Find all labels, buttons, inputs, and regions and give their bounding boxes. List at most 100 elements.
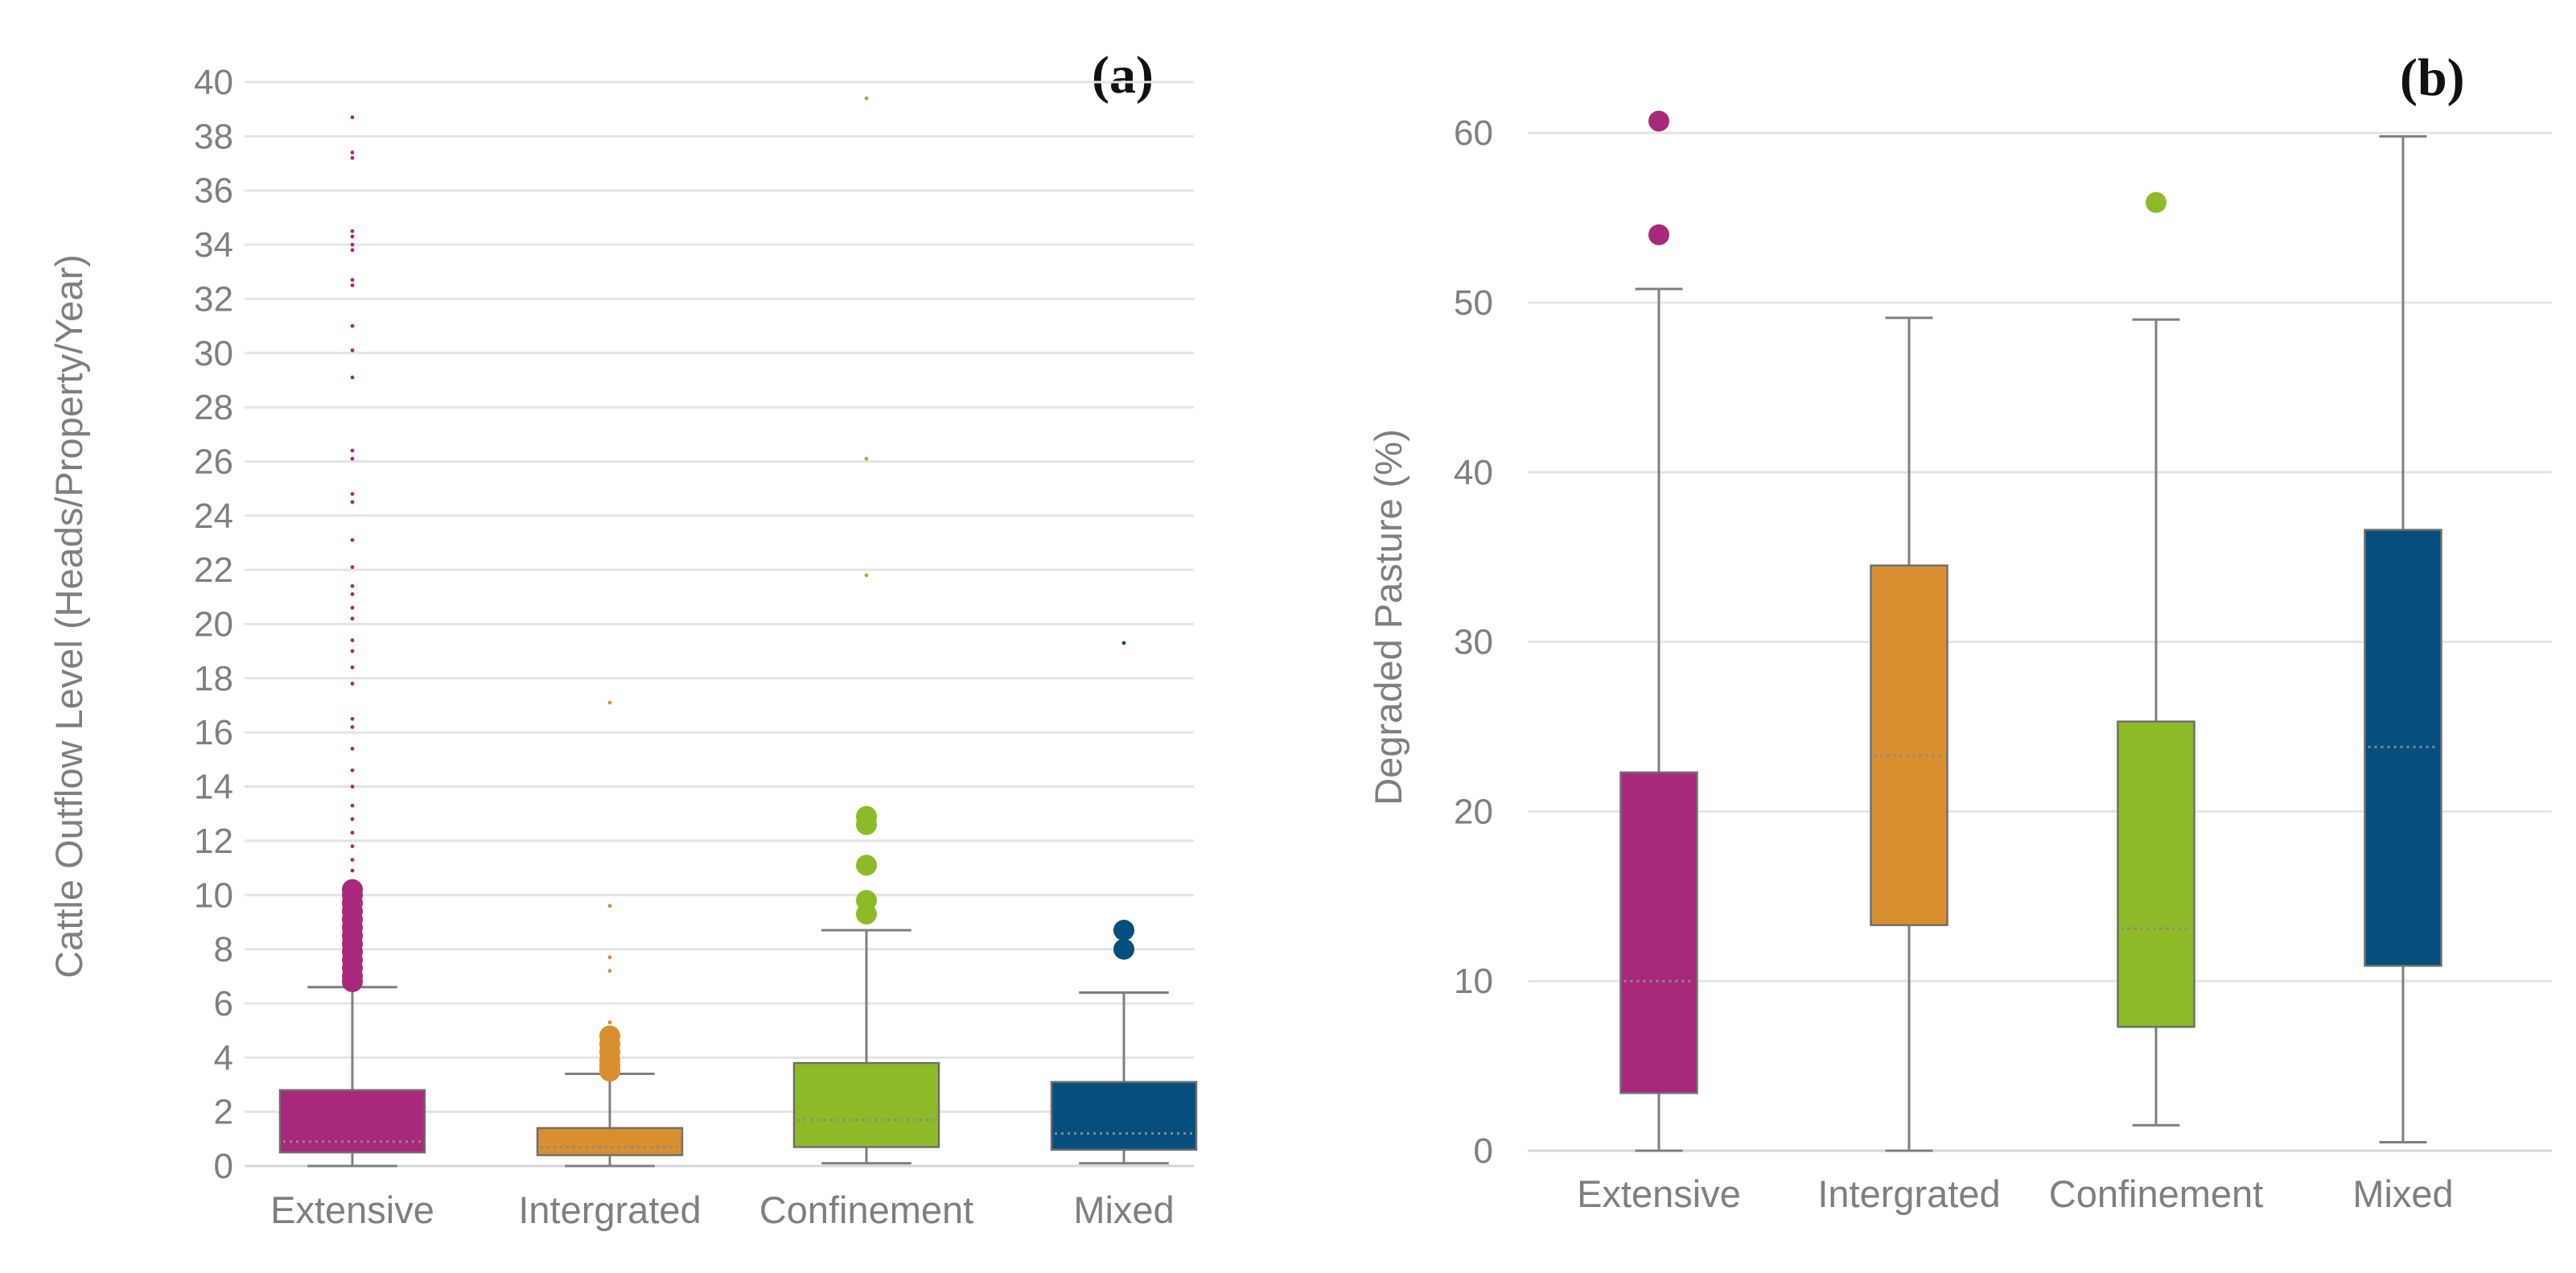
panel-a-outlier-small-extensive xyxy=(350,242,355,247)
panel-b-y-tick-label: 20 xyxy=(1454,792,1493,831)
panel-a-box-confinement xyxy=(792,1061,940,1148)
panel-b-box-extensive xyxy=(1619,771,1698,1094)
panel-a-outlier-small-extensive xyxy=(350,880,355,884)
panel-a-outlier-confinement xyxy=(856,889,877,911)
panel-a-outlier-small-extensive xyxy=(350,830,355,835)
panel-a-y-tick-label: 28 xyxy=(194,388,233,427)
panel-a-category-label-mixed: Mixed xyxy=(1073,1189,1174,1231)
panel-a-y-tick-label: 4 xyxy=(214,1038,233,1077)
panel-a-outlier-small-confinement xyxy=(864,96,869,101)
panel-a-outlier-small-intergrated xyxy=(607,1020,612,1024)
panel-b-y-tick-label: 40 xyxy=(1454,453,1493,492)
panel-b-label: (b) xyxy=(2400,48,2465,107)
panel-a-outlier-small-extensive xyxy=(350,858,355,862)
panel-a-outlier-small-intergrated xyxy=(607,969,612,973)
panel-b-category-label-confinement: Confinement xyxy=(2049,1172,2264,1215)
panel-b-y-tick-label: 0 xyxy=(1474,1131,1493,1171)
panel-b-y-tick-label: 10 xyxy=(1454,962,1493,1001)
panel-a-y-tick-label: 34 xyxy=(194,225,233,265)
panel-a-outlier-small-extensive xyxy=(350,115,355,120)
panel-a-outlier-small-intergrated xyxy=(607,904,612,908)
panel-a-y-tick-label: 2 xyxy=(214,1093,233,1132)
panel-a-y-tick-label: 20 xyxy=(194,605,233,645)
panel-a-outlier-small-extensive xyxy=(350,375,355,380)
panel-a-outlier-small-extensive xyxy=(350,150,355,154)
panel-a-outlier-small-extensive xyxy=(350,492,355,496)
panel-a-y-tick-label: 26 xyxy=(194,442,233,481)
panel-b-y-axis-label: Degraded Pasture (%) xyxy=(1367,429,1409,805)
panel-b-outlier-extensive xyxy=(1648,224,1669,245)
panel-a-outlier-small-intergrated xyxy=(607,700,612,705)
panel-a-outlier-small-confinement xyxy=(864,456,869,461)
panel-a-category-label-confinement: Confinement xyxy=(759,1189,974,1231)
panel-a-outlier-extensive xyxy=(342,879,363,900)
panel-a-outlier-small-extensive xyxy=(350,538,355,542)
panel-a-y-tick-label: 6 xyxy=(214,984,233,1024)
panel-b-box-intergrated xyxy=(1870,564,1948,926)
panel-b-outlier-confinement xyxy=(2146,192,2167,213)
panel-b-category-label-intergrated: Intergrated xyxy=(1817,1172,2000,1215)
panel-a-outlier-small-extensive xyxy=(350,278,355,282)
panel-a-y-axis-label: Cattle Outflow Level (Heads/Property/Yea… xyxy=(47,254,90,978)
panel-a-outlier-small-extensive xyxy=(350,803,355,808)
panel-a-box-intergrated xyxy=(536,1127,684,1156)
panel-a-y-tick-label: 32 xyxy=(194,279,233,319)
panel-a-outlier-small-extensive xyxy=(350,234,355,239)
panel-b-y-tick-label: 60 xyxy=(1454,113,1493,153)
panel-b-box-mixed xyxy=(2364,529,2442,967)
panel-a-outlier-confinement xyxy=(856,805,877,827)
panel-a-outlier-small-extensive xyxy=(350,248,355,253)
panel-a-outlier-small-extensive xyxy=(350,456,355,461)
panel-a-y-tick-label: 14 xyxy=(194,768,233,807)
panel-a-outlier-small-extensive xyxy=(350,565,355,570)
panel-a-outlier-small-extensive xyxy=(350,583,355,588)
panel-a-chart: Cattle Outflow Level (Heads/Property/Yea… xyxy=(47,46,1198,1231)
panel-b-chart: Degraded Pasture (%) (b) 0 10 20 30 40 50 60 Ex… xyxy=(1367,48,2552,1215)
panel-a-box-mixed xyxy=(1050,1081,1198,1151)
panel-a-outlier-small-extensive xyxy=(350,448,355,453)
panel-a-outlier-small-extensive xyxy=(350,155,355,160)
panel-a-category-label-intergrated: Intergrated xyxy=(518,1189,701,1231)
panel-a-y-tick-label: 18 xyxy=(194,659,233,698)
panel-a-outlier-small-extensive xyxy=(350,283,355,287)
panel-a-box-extensive xyxy=(278,1089,426,1154)
panel-a-outlier-small-extensive xyxy=(350,716,355,721)
panel-b-outlier-extensive xyxy=(1648,110,1669,132)
panel-a-y-tick-label: 0 xyxy=(214,1147,233,1186)
panel-a-y-tick-label: 36 xyxy=(194,171,233,211)
panel-a-outlier-mixed xyxy=(1113,938,1134,960)
panel-a-outlier-small-extensive xyxy=(350,649,355,653)
panel-a-outlier-mixed xyxy=(1113,920,1134,941)
panel-b-y-tick-label: 30 xyxy=(1454,623,1493,662)
panel-a-outlier-small-extensive xyxy=(350,592,355,596)
panel-a-outlier-small-extensive xyxy=(350,725,355,729)
panel-a-outlier-small-confinement xyxy=(864,573,869,578)
panel-a-outlier-small-extensive xyxy=(350,785,355,789)
panel-a-outlier-small-intergrated xyxy=(607,955,612,960)
panel-a-outlier-small-extensive xyxy=(350,844,355,849)
panel-a-outlier-intergrated xyxy=(599,1025,620,1047)
panel-a-outlier-small-extensive xyxy=(350,682,355,686)
panel-a-category-label-extensive: Extensive xyxy=(270,1189,434,1231)
panel-a-y-tick-label: 12 xyxy=(194,822,233,861)
panel-a-outlier-small-extensive xyxy=(350,768,355,772)
panel-a-y-tick-label: 40 xyxy=(194,63,233,102)
panel-a-label: (a) xyxy=(1092,46,1154,105)
panel-b-category-label-extensive: Extensive xyxy=(1577,1172,1741,1215)
panel-a-outlier-small-extensive xyxy=(350,638,355,643)
panel-b-category-label-mixed: Mixed xyxy=(2352,1172,2453,1215)
panel-a-y-tick-label: 16 xyxy=(194,713,233,752)
panel-a-y-tick-label: 24 xyxy=(194,496,233,536)
panel-a-outlier-small-extensive xyxy=(350,605,355,610)
panel-a-y-tick-label: 30 xyxy=(194,334,233,373)
panel-a-outlier-confinement xyxy=(856,855,877,876)
panel-a-y-tick-label: 10 xyxy=(194,875,233,915)
panel-a-outlier-small-extensive xyxy=(350,665,355,669)
panel-a-y-tick-label: 8 xyxy=(214,930,233,970)
panel-a-outlier-small-extensive xyxy=(350,868,355,873)
panel-b-box-confinement xyxy=(2117,720,2195,1028)
panel-a-outlier-small-extensive xyxy=(350,323,355,328)
panel-a-outlier-small-extensive xyxy=(350,348,355,352)
panel-a-y-tick-label: 38 xyxy=(194,117,233,156)
